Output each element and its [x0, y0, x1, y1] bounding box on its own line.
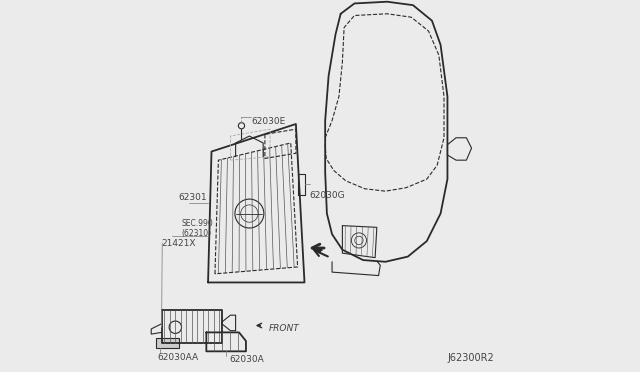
Text: 21421X: 21421X [161, 240, 196, 248]
Text: FRONT: FRONT [269, 324, 300, 333]
Text: SEC.990
(62310): SEC.990 (62310) [182, 219, 213, 238]
Bar [156, 337, 179, 348]
Text: 62030A: 62030A [230, 355, 264, 364]
Text: 62030AA: 62030AA [157, 353, 198, 362]
Text: J62300R2: J62300R2 [447, 353, 494, 363]
Text: 62301: 62301 [179, 193, 207, 202]
Text: 62030E: 62030E [252, 117, 286, 126]
Text: 62030G: 62030G [310, 191, 346, 200]
